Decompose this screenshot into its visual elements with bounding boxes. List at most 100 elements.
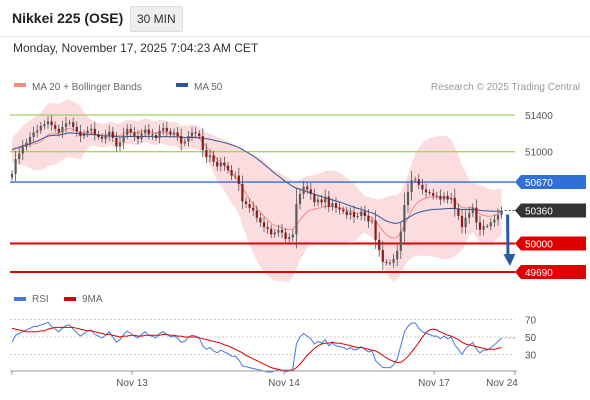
candle-body bbox=[172, 132, 176, 135]
candle-body bbox=[356, 216, 359, 217]
candle-body bbox=[392, 259, 395, 263]
candle-body bbox=[82, 133, 86, 137]
time-tick-label: Nov 13 bbox=[116, 378, 148, 389]
candle-body bbox=[36, 130, 39, 133]
candle-body bbox=[118, 142, 122, 147]
candle-body bbox=[133, 132, 136, 137]
candle-body bbox=[295, 204, 298, 235]
candle-body bbox=[370, 220, 374, 222]
candle-body bbox=[255, 210, 258, 218]
legend-swatch bbox=[176, 83, 188, 87]
candle-body bbox=[489, 222, 492, 227]
projection bbox=[503, 214, 516, 266]
candle-body bbox=[223, 162, 226, 166]
candle-body bbox=[208, 155, 212, 158]
candle-body bbox=[165, 127, 168, 132]
candle-body bbox=[18, 153, 21, 160]
candle-body bbox=[144, 129, 147, 134]
candle-body bbox=[46, 121, 50, 125]
candle-body bbox=[61, 126, 64, 133]
rsi-axis-label: 30 bbox=[525, 351, 537, 362]
candle-body bbox=[374, 220, 377, 240]
candle-body bbox=[14, 159, 17, 174]
candle-body bbox=[151, 134, 154, 136]
level-label-box bbox=[515, 265, 586, 279]
candle-body bbox=[302, 186, 305, 194]
candle-body bbox=[205, 149, 208, 158]
candle-body bbox=[21, 147, 24, 154]
bollinger-band bbox=[12, 99, 502, 283]
candle-body bbox=[284, 232, 287, 239]
candle-body bbox=[241, 183, 244, 202]
candle-body bbox=[126, 128, 129, 136]
candle-body bbox=[460, 216, 464, 227]
level-label-box bbox=[515, 203, 586, 218]
candle-body bbox=[104, 135, 107, 139]
level-label: 50000 bbox=[525, 240, 553, 251]
candle-body bbox=[378, 239, 381, 250]
time-tick-label: Nov 14 bbox=[268, 378, 300, 389]
candle-body bbox=[39, 126, 42, 131]
candle-body bbox=[97, 134, 100, 138]
rsi-ma-line bbox=[11, 326, 502, 371]
candle-body bbox=[439, 195, 442, 200]
candle-body bbox=[482, 226, 485, 230]
candle-body bbox=[180, 136, 183, 144]
candle-body bbox=[43, 124, 46, 126]
timestamp: Monday, November 17, 2025 7:04:23 AM CET bbox=[13, 41, 259, 55]
candle-body bbox=[212, 155, 215, 162]
candle-body bbox=[334, 203, 338, 208]
candle-body bbox=[190, 132, 194, 137]
legend-swatch bbox=[14, 297, 26, 301]
copyright-text: Research © 2025 Trading Central bbox=[431, 82, 580, 93]
candle-body bbox=[68, 122, 71, 124]
candle-body bbox=[291, 234, 294, 238]
candle-body bbox=[435, 195, 438, 197]
candle-body bbox=[424, 189, 428, 193]
candle-body bbox=[230, 170, 233, 176]
candle-body bbox=[306, 186, 309, 190]
candle-body bbox=[345, 211, 348, 216]
chart-header: Nikkei 225 (OSE) 30 MIN bbox=[0, 0, 590, 37]
candle-body bbox=[327, 196, 330, 207]
candle-body bbox=[417, 179, 420, 185]
candle-body bbox=[259, 217, 262, 223]
candle-body bbox=[338, 207, 341, 210]
candle-body bbox=[262, 222, 266, 227]
candle-body bbox=[457, 208, 460, 216]
level-label: 49690 bbox=[525, 268, 553, 279]
candle-body bbox=[252, 207, 255, 211]
candle-body bbox=[464, 217, 467, 227]
candle-body bbox=[352, 212, 356, 217]
candle-body bbox=[194, 132, 197, 134]
legend-label: MA 20 + Bollinger Bands bbox=[32, 82, 142, 93]
candle-body bbox=[25, 142, 28, 148]
price-axis-labels: 51400 51000 50670 50360 50000 49690 bbox=[515, 111, 586, 279]
candle-body bbox=[129, 128, 132, 133]
candle-body bbox=[216, 161, 219, 167]
candle-body bbox=[478, 222, 482, 230]
candle-body bbox=[500, 210, 503, 216]
candle-body bbox=[475, 207, 478, 223]
candle-body bbox=[442, 195, 446, 200]
interval-button[interactable]: 30 MIN bbox=[130, 6, 183, 32]
candle-body bbox=[54, 125, 57, 129]
rsi-axis-label: 50 bbox=[525, 333, 537, 344]
rsi-panel: 70 50 30 bbox=[10, 316, 537, 373]
candle-body bbox=[486, 226, 489, 228]
candle-body bbox=[244, 201, 248, 205]
level-label: 51400 bbox=[525, 111, 553, 122]
candle-body bbox=[100, 137, 104, 139]
price-levels bbox=[10, 114, 515, 273]
level-label: 51000 bbox=[525, 148, 553, 159]
candle-body bbox=[90, 128, 93, 131]
candle-body bbox=[399, 231, 402, 251]
candle-body bbox=[410, 180, 413, 193]
candle-body bbox=[367, 216, 370, 222]
candle-body bbox=[316, 199, 320, 203]
rsi-line bbox=[11, 321, 502, 373]
level-label: 50670 bbox=[525, 178, 553, 189]
candle-body bbox=[183, 141, 186, 144]
candle-body bbox=[363, 211, 366, 216]
